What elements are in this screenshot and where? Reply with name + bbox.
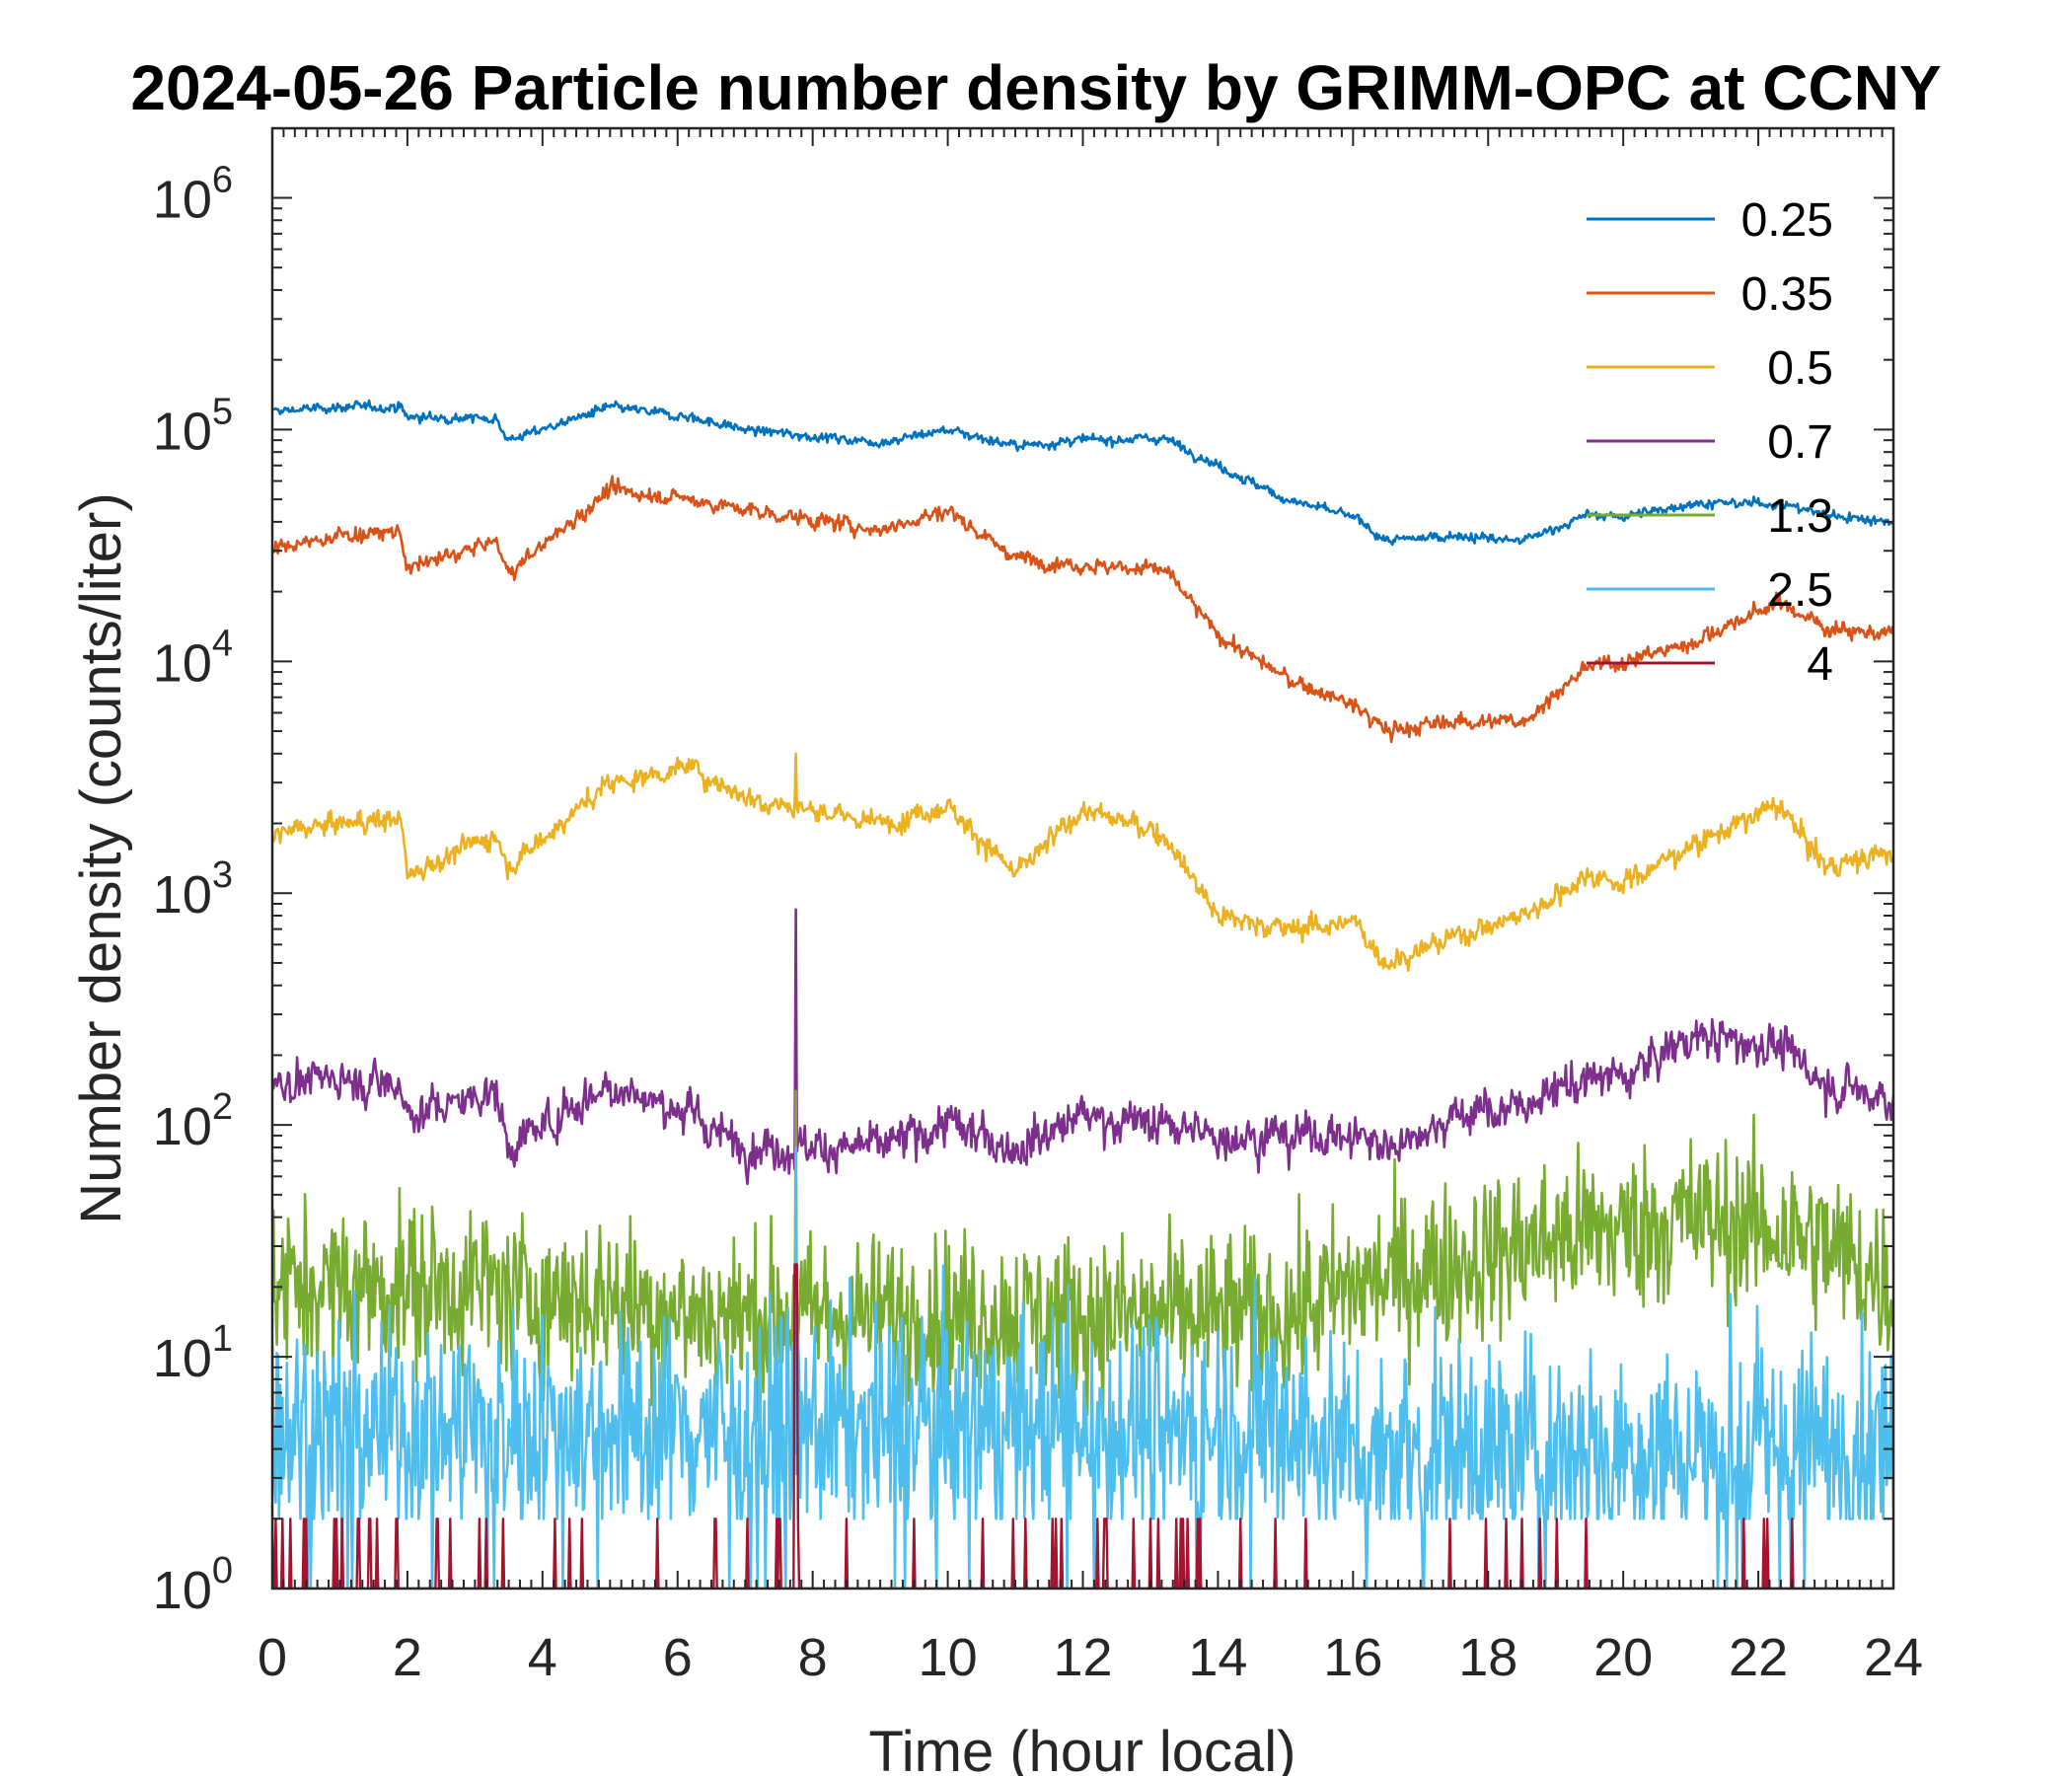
- x-tick-label: 8: [798, 1628, 828, 1687]
- series-line-2-5: [272, 1146, 1893, 1589]
- x-tick-label: 6: [663, 1628, 693, 1687]
- x-axis-label: Time (hour local): [869, 1720, 1296, 1776]
- x-tick-label: 22: [1729, 1628, 1788, 1687]
- series-line-0-35: [272, 475, 1893, 744]
- chart-title: 2024-05-26 Particle number density by GR…: [130, 52, 1942, 123]
- x-tick-label: 24: [1864, 1628, 1923, 1687]
- x-tick-label: 12: [1053, 1628, 1112, 1687]
- legend-label: 4: [1807, 638, 1833, 691]
- legend-label: 0.7: [1767, 416, 1833, 469]
- y-axis-label: Number density (counts/liter): [69, 492, 133, 1223]
- y-tick-label: 106: [153, 159, 233, 229]
- legend-label: 0.5: [1767, 342, 1833, 395]
- y-tick-label: 105: [153, 391, 233, 461]
- legend-label: 0.25: [1741, 194, 1833, 247]
- x-tick-label: 16: [1323, 1628, 1382, 1687]
- x-tick-label: 18: [1458, 1628, 1517, 1687]
- series-line-0-25: [272, 399, 1893, 547]
- x-tick-label: 14: [1188, 1628, 1247, 1687]
- y-tick-label: 102: [153, 1086, 233, 1156]
- series-line-0-5: [272, 752, 1893, 973]
- legend-label: 0.35: [1741, 268, 1833, 321]
- x-tick-label: 2: [393, 1628, 422, 1687]
- series-line-1-3: [272, 1089, 1893, 1423]
- y-tick-label: 103: [153, 854, 233, 925]
- series-line-0-7: [272, 908, 1893, 1186]
- x-tick-label: 20: [1593, 1628, 1653, 1687]
- y-tick-label: 104: [153, 623, 233, 693]
- x-tick-label: 4: [528, 1628, 557, 1687]
- x-tick-label: 10: [919, 1628, 978, 1687]
- legend-label: 2.5: [1767, 564, 1833, 617]
- y-tick-label: 100: [153, 1550, 233, 1620]
- legend-label: 1.3: [1767, 490, 1833, 543]
- y-tick-label: 101: [153, 1318, 233, 1388]
- x-tick-label: 0: [258, 1628, 287, 1687]
